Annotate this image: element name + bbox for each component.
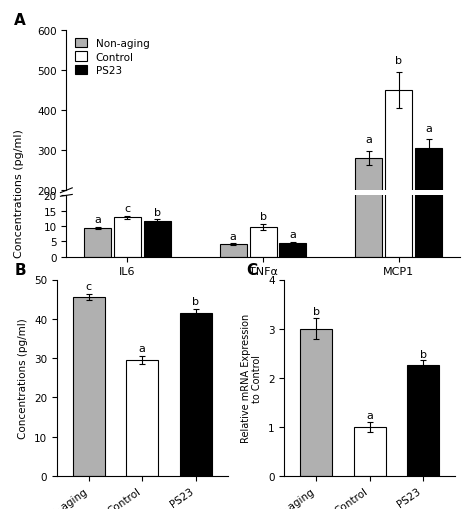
Bar xyxy=(180,313,211,476)
Bar xyxy=(415,149,442,271)
Bar xyxy=(126,360,158,476)
Bar xyxy=(144,266,171,271)
Bar xyxy=(280,243,306,257)
Bar xyxy=(114,218,141,257)
Bar xyxy=(385,0,412,257)
Text: b: b xyxy=(313,306,320,316)
Text: b: b xyxy=(192,296,199,306)
Bar xyxy=(250,228,276,257)
Bar xyxy=(220,269,246,271)
Text: a: a xyxy=(230,232,237,241)
Y-axis label: Relative mRNA Expression
to Control: Relative mRNA Expression to Control xyxy=(241,314,263,442)
Text: a: a xyxy=(366,410,373,420)
Text: a: a xyxy=(365,135,372,145)
Bar xyxy=(356,159,383,271)
Bar xyxy=(114,266,141,271)
Bar xyxy=(73,298,105,476)
Y-axis label: Concentrations (pg/ml): Concentrations (pg/ml) xyxy=(18,318,28,438)
Bar xyxy=(84,267,111,271)
Text: c: c xyxy=(86,281,92,292)
Bar xyxy=(280,269,306,271)
Bar xyxy=(354,427,386,476)
Bar xyxy=(407,365,439,476)
Text: A: A xyxy=(14,13,26,27)
Bar xyxy=(415,0,442,257)
Text: b: b xyxy=(154,207,161,217)
Text: b: b xyxy=(260,212,266,222)
Text: a: a xyxy=(290,230,296,240)
Bar xyxy=(84,229,111,257)
Text: a: a xyxy=(425,124,432,133)
Text: C: C xyxy=(246,262,257,277)
Text: Concentrations (pg/ml): Concentrations (pg/ml) xyxy=(14,129,24,258)
Bar xyxy=(250,267,276,271)
Bar xyxy=(356,0,383,257)
Bar xyxy=(144,221,171,257)
Text: b: b xyxy=(419,349,427,359)
Text: b: b xyxy=(395,56,402,66)
Text: a: a xyxy=(94,215,101,225)
Text: B: B xyxy=(14,262,26,277)
Legend: Non-aging, Control, PS23: Non-aging, Control, PS23 xyxy=(72,36,153,79)
Bar xyxy=(301,329,332,476)
Bar xyxy=(385,91,412,271)
Bar xyxy=(220,245,246,257)
Text: c: c xyxy=(124,204,130,214)
Text: a: a xyxy=(139,344,146,354)
